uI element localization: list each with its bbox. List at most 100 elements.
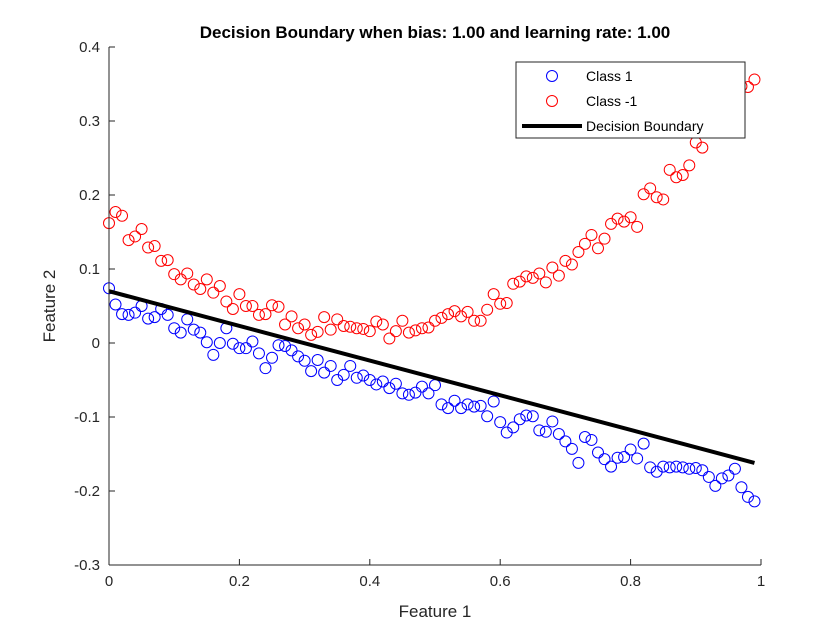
point-class-1-27: [279, 339, 292, 352]
point-class-1-21: [239, 342, 252, 355]
point-class-1-2: [116, 308, 129, 321]
point-class-1-62: [507, 421, 520, 434]
x-tick-label: 0.8: [620, 573, 641, 590]
point-class-1-75: [592, 446, 604, 459]
point-class-1-25: [266, 351, 278, 364]
point-class-1-73: [578, 430, 591, 443]
point-class-1-24: [259, 308, 272, 321]
point-class-1-95: [722, 469, 735, 482]
point-class-1-52: [442, 402, 455, 415]
point-class-1-72: [572, 245, 585, 258]
point-class-1-28: [285, 310, 298, 323]
point-class-1-4: [129, 306, 142, 319]
point-class-1-8: [155, 254, 168, 267]
axes: 0 0.2 0.4 0.6 0.8 1 -0.3 -0.2 -0.1 0 0.1 0.2 0.3 0.4: [74, 39, 765, 590]
legend-label: Class 1: [586, 68, 633, 84]
point-class-1-51: [435, 311, 448, 324]
data-marks: [103, 73, 761, 508]
point-class-1-75: [592, 242, 604, 255]
point-class-1-24: [259, 362, 272, 375]
point-class-1-25: [266, 299, 278, 312]
point-class-1-39: [357, 322, 370, 335]
point-class-1-15: [200, 273, 213, 286]
y-tick-label: 0.1: [79, 261, 100, 278]
point-class-1-89: [683, 462, 696, 475]
point-class-1-56: [468, 400, 481, 413]
point-class-1-47: [409, 386, 422, 399]
point-class-1-79: [618, 450, 631, 463]
point-class-1-48: [415, 380, 428, 393]
point-class-1-16: [207, 348, 220, 361]
point-class-1-67: [539, 425, 552, 438]
point-class-1-80: [624, 443, 637, 456]
point-class-1-60: [494, 416, 507, 429]
point-class-1-34: [324, 359, 337, 372]
point-class-1-82: [637, 188, 650, 201]
point-class-1-30: [298, 318, 311, 331]
point-class-1-77: [605, 460, 618, 473]
legend: Class 1 Class -1 Decision Boundary: [515, 61, 746, 139]
legend-swatch-class: [546, 70, 558, 82]
point-class-1-68: [546, 261, 559, 274]
point-class-1-51: [435, 398, 448, 411]
point-class-1-14: [194, 282, 207, 295]
point-class-1-44: [389, 377, 402, 390]
point-class-1-14: [194, 326, 207, 339]
point-class-1-74: [585, 433, 598, 446]
point-class-1-63: [513, 413, 526, 426]
point-class-1-78: [611, 451, 624, 464]
point-class-1-33: [318, 311, 331, 324]
point-class-1-39: [357, 369, 370, 382]
point-class-1-76: [598, 453, 611, 466]
point-class-1-15: [200, 336, 213, 349]
point-class-1-18: [220, 295, 233, 308]
point-class-1-49: [422, 321, 435, 334]
x-tick-label: 0: [105, 573, 113, 590]
point-class-1-60: [494, 297, 507, 310]
point-class-1-98: [741, 490, 754, 503]
legend-label: Class -1: [586, 93, 638, 109]
point-class-1-85: [657, 460, 670, 473]
y-tick-label: -0.2: [74, 483, 100, 500]
point-class-1-22: [246, 300, 259, 312]
point-class-1-53: [448, 394, 461, 407]
point-class-1-64: [520, 270, 533, 283]
point-class-1-49: [422, 387, 435, 400]
point-class-1-83: [644, 461, 657, 474]
point-class-1-17: [213, 280, 226, 293]
point-class-1-32: [311, 325, 324, 338]
point-class-1-65: [526, 410, 539, 423]
y-tick-label: 0.4: [79, 39, 100, 56]
point-class-1-41: [370, 378, 383, 391]
point-class-1-9: [161, 254, 174, 267]
y-tick-label: -0.3: [74, 557, 100, 574]
point-class-1-86: [663, 461, 676, 474]
point-class-1-40: [363, 325, 376, 338]
point-class-1-22: [246, 335, 259, 348]
point-class-1-35: [331, 313, 344, 326]
point-class-1-11: [174, 273, 187, 286]
point-class-1-36: [337, 368, 350, 381]
point-class-1-1: [109, 298, 122, 311]
point-class-1-13: [187, 323, 200, 336]
point-class-1-56: [468, 314, 481, 327]
point-class-1-26: [272, 339, 285, 352]
point-class-1-4: [129, 230, 142, 243]
point-class-1-38: [350, 322, 363, 335]
point-class-1-70: [559, 254, 572, 267]
legend-label: Decision Boundary: [586, 118, 704, 134]
point-class-1-13: [187, 278, 200, 291]
point-class-1-74: [585, 228, 598, 241]
point-class-1-41: [370, 315, 383, 328]
point-class-1-3: [122, 308, 135, 321]
point-class-1-46: [402, 326, 415, 339]
point-class-1-73: [578, 237, 591, 250]
chart-title: Decision Boundary when bias: 1.00 and le…: [200, 23, 670, 42]
point-class-1-82: [637, 437, 650, 450]
point-class-1-57: [474, 314, 487, 327]
point-class-1-33: [318, 366, 331, 379]
point-class-1-84: [650, 191, 663, 204]
point-class-1-47: [409, 324, 422, 337]
point-class-1-55: [461, 398, 474, 411]
point-class-1-43: [383, 382, 396, 395]
